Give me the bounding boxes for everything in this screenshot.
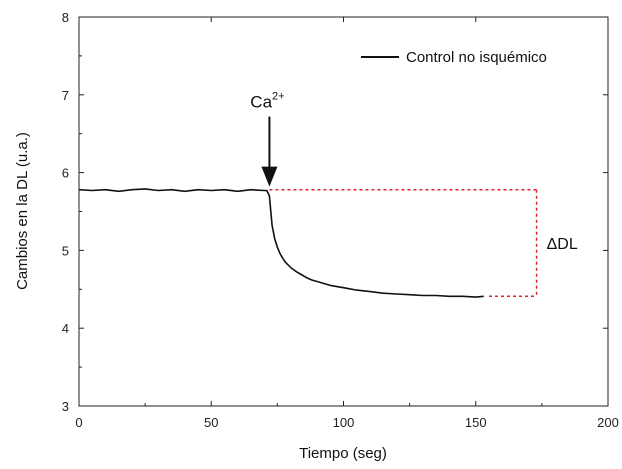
x-tick-label: 200 <box>597 415 619 430</box>
plot-frame <box>78 16 609 407</box>
legend: Control no isquémico <box>361 49 547 66</box>
y-tick-label: 6 <box>62 166 69 181</box>
y-tick-label: 5 <box>62 243 69 258</box>
ca-label-superscript: 2+ <box>272 91 285 103</box>
y-axis-title: Cambios en la DL (u.a.) <box>14 132 31 290</box>
series-layer <box>78 188 484 298</box>
x-tick-label: 0 <box>75 415 82 430</box>
x-tick-label: 100 <box>333 415 355 430</box>
x-tick-label: 150 <box>465 415 487 430</box>
delta-dl-label: ΔDL <box>547 236 578 253</box>
legend-label: Control no isquémico <box>406 49 547 66</box>
y-tick-label: 7 <box>62 88 69 103</box>
ca-label-base: Ca <box>250 93 272 112</box>
y-tick-label: 8 <box>62 10 69 25</box>
y-axis-ticks: 3 4 5 6 7 8 <box>62 10 608 414</box>
y-tick-label: 4 <box>62 321 69 336</box>
x-axis-title: Tiempo (seg) <box>299 445 387 462</box>
x-axis-ticks: 0 50 100 150 200 <box>75 17 619 430</box>
series-line <box>78 188 484 298</box>
ca-annotation-label: Ca2+ <box>250 91 284 112</box>
annotations: Ca2+ ΔDL <box>250 91 578 298</box>
ca-arrow-head <box>261 166 278 187</box>
x-tick-label: 50 <box>204 415 218 430</box>
y-tick-label: 3 <box>62 399 69 414</box>
